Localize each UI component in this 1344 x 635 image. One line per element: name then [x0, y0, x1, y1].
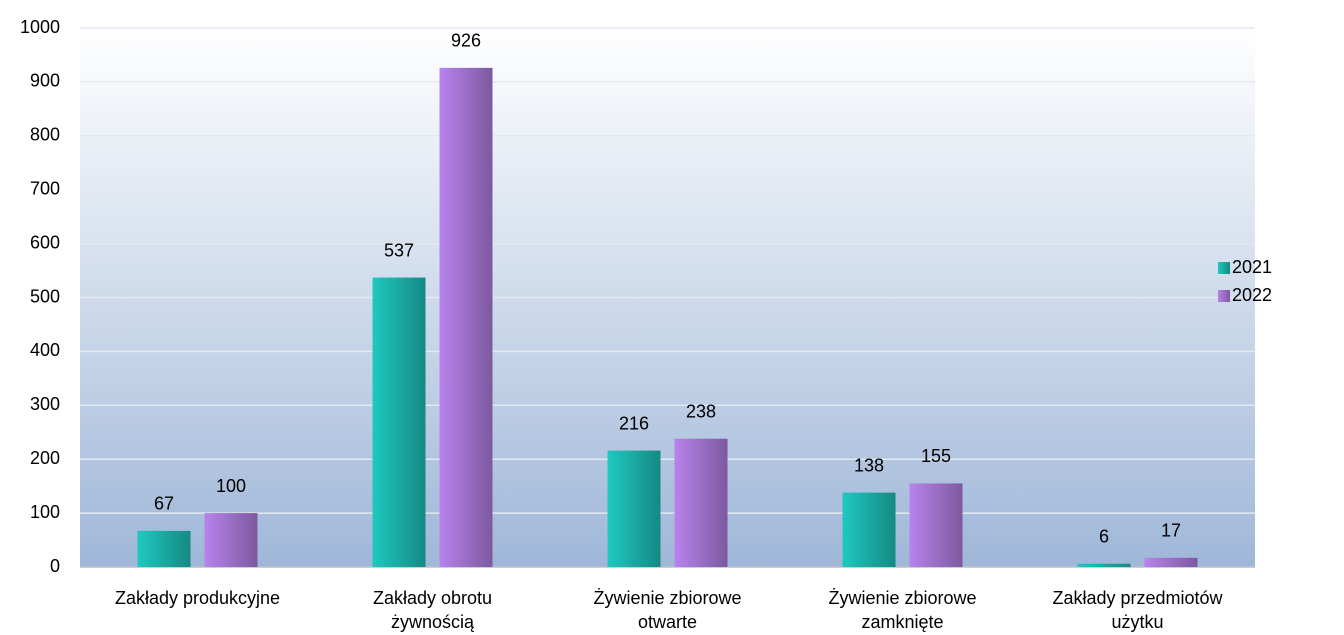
data-label: 216 — [619, 413, 649, 433]
legend-label: 2022 — [1232, 285, 1272, 305]
data-label: 100 — [216, 476, 246, 496]
y-tick-label: 0 — [50, 556, 60, 576]
bar — [204, 513, 258, 567]
data-label: 537 — [384, 240, 414, 260]
data-label: 155 — [921, 446, 951, 466]
y-tick-label: 900 — [30, 71, 60, 91]
bar — [1144, 557, 1198, 567]
y-tick-label: 400 — [30, 340, 60, 360]
y-tick-label: 1000 — [20, 17, 60, 37]
data-label: 238 — [686, 401, 716, 421]
y-tick-label: 800 — [30, 125, 60, 145]
y-tick-label: 100 — [30, 502, 60, 522]
y-tick-label: 600 — [30, 232, 60, 252]
data-label: 67 — [154, 494, 174, 514]
x-tick-label: Zakłady obrotu żywnością — [372, 588, 493, 632]
bar — [674, 438, 728, 567]
bar — [909, 483, 963, 567]
x-tick-label: Zakłady przedmiotów użytku — [1052, 588, 1223, 632]
data-label: 6 — [1099, 527, 1109, 547]
y-tick-label: 500 — [30, 286, 60, 306]
data-label: 138 — [854, 455, 884, 475]
legend-swatch — [1218, 290, 1230, 302]
data-label: 17 — [1161, 521, 1181, 541]
legend-swatch — [1218, 262, 1230, 274]
bar — [607, 450, 661, 567]
bar — [1077, 563, 1131, 567]
x-tick-label: Żywienie zbiorowe otwarte — [593, 588, 742, 632]
bar — [842, 492, 896, 567]
x-tick-label: Żywienie zbiorowe zamknięte — [828, 588, 977, 632]
bar — [372, 277, 426, 567]
x-tick-label: Zakłady produkcyjne — [114, 588, 281, 608]
y-tick-label: 700 — [30, 178, 60, 198]
bar — [439, 67, 493, 568]
y-tick-label: 300 — [30, 394, 60, 414]
data-label: 926 — [451, 31, 481, 51]
bar — [137, 530, 191, 567]
legend-label: 2021 — [1232, 257, 1272, 277]
y-tick-label: 200 — [30, 448, 60, 468]
